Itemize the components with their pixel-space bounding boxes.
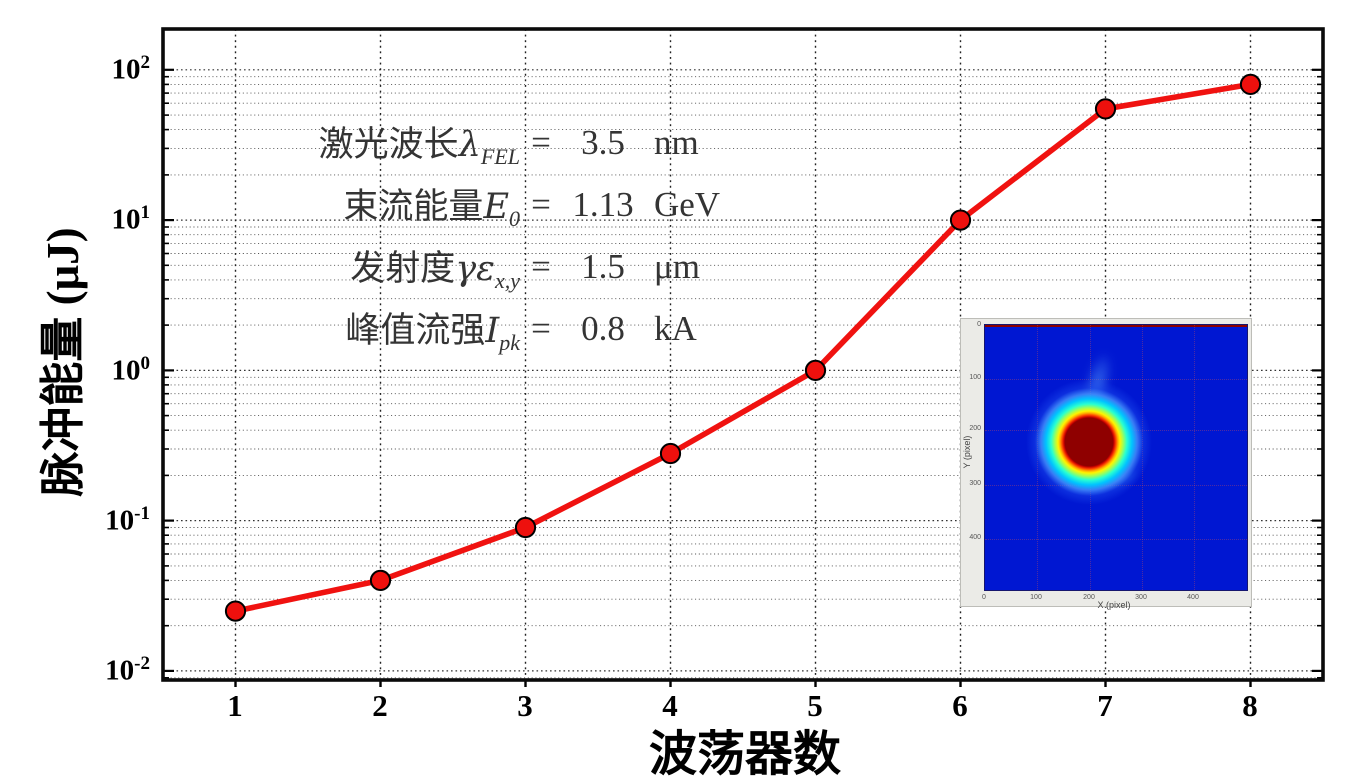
inset-x-tick-200: 200 [1083, 594, 1095, 601]
y-tick-label-10: 101 [111, 201, 151, 236]
y-tick-label-0p01: 10-2 [105, 652, 150, 687]
inset-y-tick-100: 100 [969, 374, 981, 381]
beam-spot [1024, 377, 1154, 507]
inset-x-tick-0: 0 [982, 594, 986, 601]
inset-x-tick-100: 100 [1030, 594, 1042, 601]
x-tick-label-1: 1 [227, 688, 243, 723]
y-tick-label-1: 100 [111, 352, 151, 387]
y-tick-label-100: 102 [111, 51, 151, 86]
inset-y-tick-200: 200 [969, 425, 981, 432]
annotation-equals: = [531, 185, 551, 224]
annotation-value-beam-energy: 1.13 [572, 185, 634, 224]
inset-y-tick-400: 400 [969, 534, 981, 541]
x-tick-label-6: 6 [952, 688, 968, 723]
annotation-label-emittance: 发射度γεx,y [350, 249, 520, 293]
y-tick-label-0p1: 10-1 [105, 502, 150, 537]
annotation-value-emittance: 1.5 [581, 247, 625, 286]
y-axis-label: 脉冲能量 (μJ) [38, 227, 88, 497]
inset-x-tick-300: 300 [1135, 594, 1147, 601]
annotation-value-wavelength: 3.5 [581, 123, 625, 162]
annotation-equals: = [531, 247, 551, 286]
annotation-unit-beam-energy: GeV [654, 185, 721, 224]
beam-profile-image [984, 324, 1248, 591]
x-tick-label-2: 2 [372, 688, 388, 723]
annotation-value-peak-current: 0.8 [581, 309, 625, 348]
inset-x-axis-label: X (pixel) [1097, 600, 1131, 610]
annotation-unit-peak-current: kA [654, 309, 697, 348]
parameter-annotations: 激光波长λFEL = 3.5 nm 束流能量E0 = 1.13 GeV 发射度γ… [268, 112, 740, 360]
annotation-unit-wavelength: nm [654, 123, 699, 162]
annotation-unit-emittance: μm [654, 247, 700, 286]
inset-y-tick-0: 0 [977, 321, 981, 328]
saturated-top-row [985, 325, 1247, 327]
x-tick-label-7: 7 [1097, 688, 1113, 723]
x-tick-label-8: 8 [1242, 688, 1258, 723]
x-axis-label: 波荡器数 [648, 728, 841, 780]
inset-gridline [1194, 325, 1196, 590]
annotation-equals: = [531, 309, 551, 348]
x-tick-label-5: 5 [807, 688, 823, 723]
x-tick-label-3: 3 [517, 688, 533, 723]
annotation-label-beam-energy: 束流能量E0 [343, 187, 520, 231]
inset-y-tick-300: 300 [969, 480, 981, 487]
annotation-label-peak-current: 峰值流强Ipk [345, 311, 520, 355]
beam-profile-inset: 0 100 200 300 400 0 100 200 300 400 X (p… [960, 318, 1252, 610]
inset-y-axis-label: Y (pixel) [962, 435, 972, 469]
inset-x-tick-400: 400 [1187, 594, 1199, 601]
inset-gridline [985, 539, 1247, 541]
x-tick-label-4: 4 [662, 688, 678, 723]
annotation-label-wavelength: 激光波长λFEL [318, 125, 520, 169]
annotation-equals: = [531, 123, 551, 162]
